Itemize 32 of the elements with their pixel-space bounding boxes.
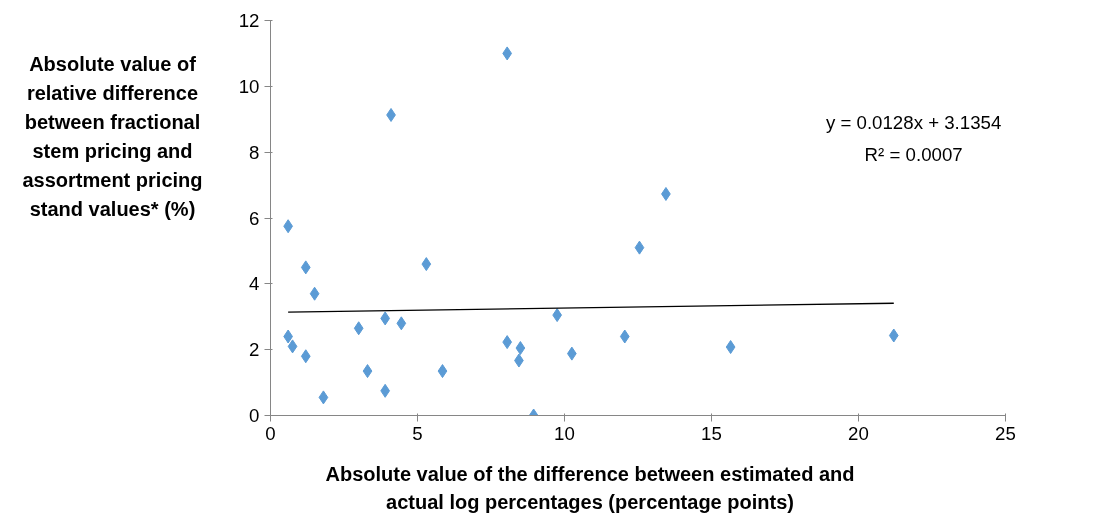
x-tick-label: 20 — [848, 422, 869, 444]
point — [309, 286, 320, 301]
point — [725, 340, 736, 355]
annotation: y = 0.0128x + 3.1354 — [825, 112, 1002, 134]
x-tick-label: 5 — [412, 422, 423, 444]
annotation: R² = 0.0007 — [864, 143, 963, 165]
y-tick-label: 12 — [238, 10, 260, 31]
x-tick-label: 0 — [265, 422, 276, 444]
point — [515, 341, 526, 356]
point — [353, 321, 364, 336]
point — [362, 364, 373, 379]
point — [300, 349, 311, 364]
point — [300, 260, 311, 275]
y-tick-label: 6 — [249, 207, 260, 229]
point — [634, 240, 645, 255]
x-tick-label: 15 — [701, 422, 722, 444]
y-tick-label: 0 — [249, 405, 260, 426]
x-axis-title: Absolute value of the difference between estimated and actual log percentages (percentage points) — [324, 462, 856, 515]
point — [888, 328, 899, 343]
y-tick-label: 2 — [249, 339, 260, 361]
point — [421, 257, 432, 272]
x-tick-label: 10 — [554, 422, 575, 444]
point — [437, 364, 448, 379]
y-tick-label: 10 — [238, 75, 260, 97]
point — [287, 339, 298, 354]
y-tick-label: 8 — [249, 141, 260, 163]
point — [318, 390, 329, 405]
point — [619, 329, 630, 344]
y-axis-title: Absolute value of relative difference between fractional stem pricing and assortment pricing stand values* (%) — [21, 52, 204, 222]
y-tick-label: 4 — [249, 273, 260, 295]
x-tick-label: 25 — [995, 422, 1016, 444]
point — [396, 316, 407, 331]
